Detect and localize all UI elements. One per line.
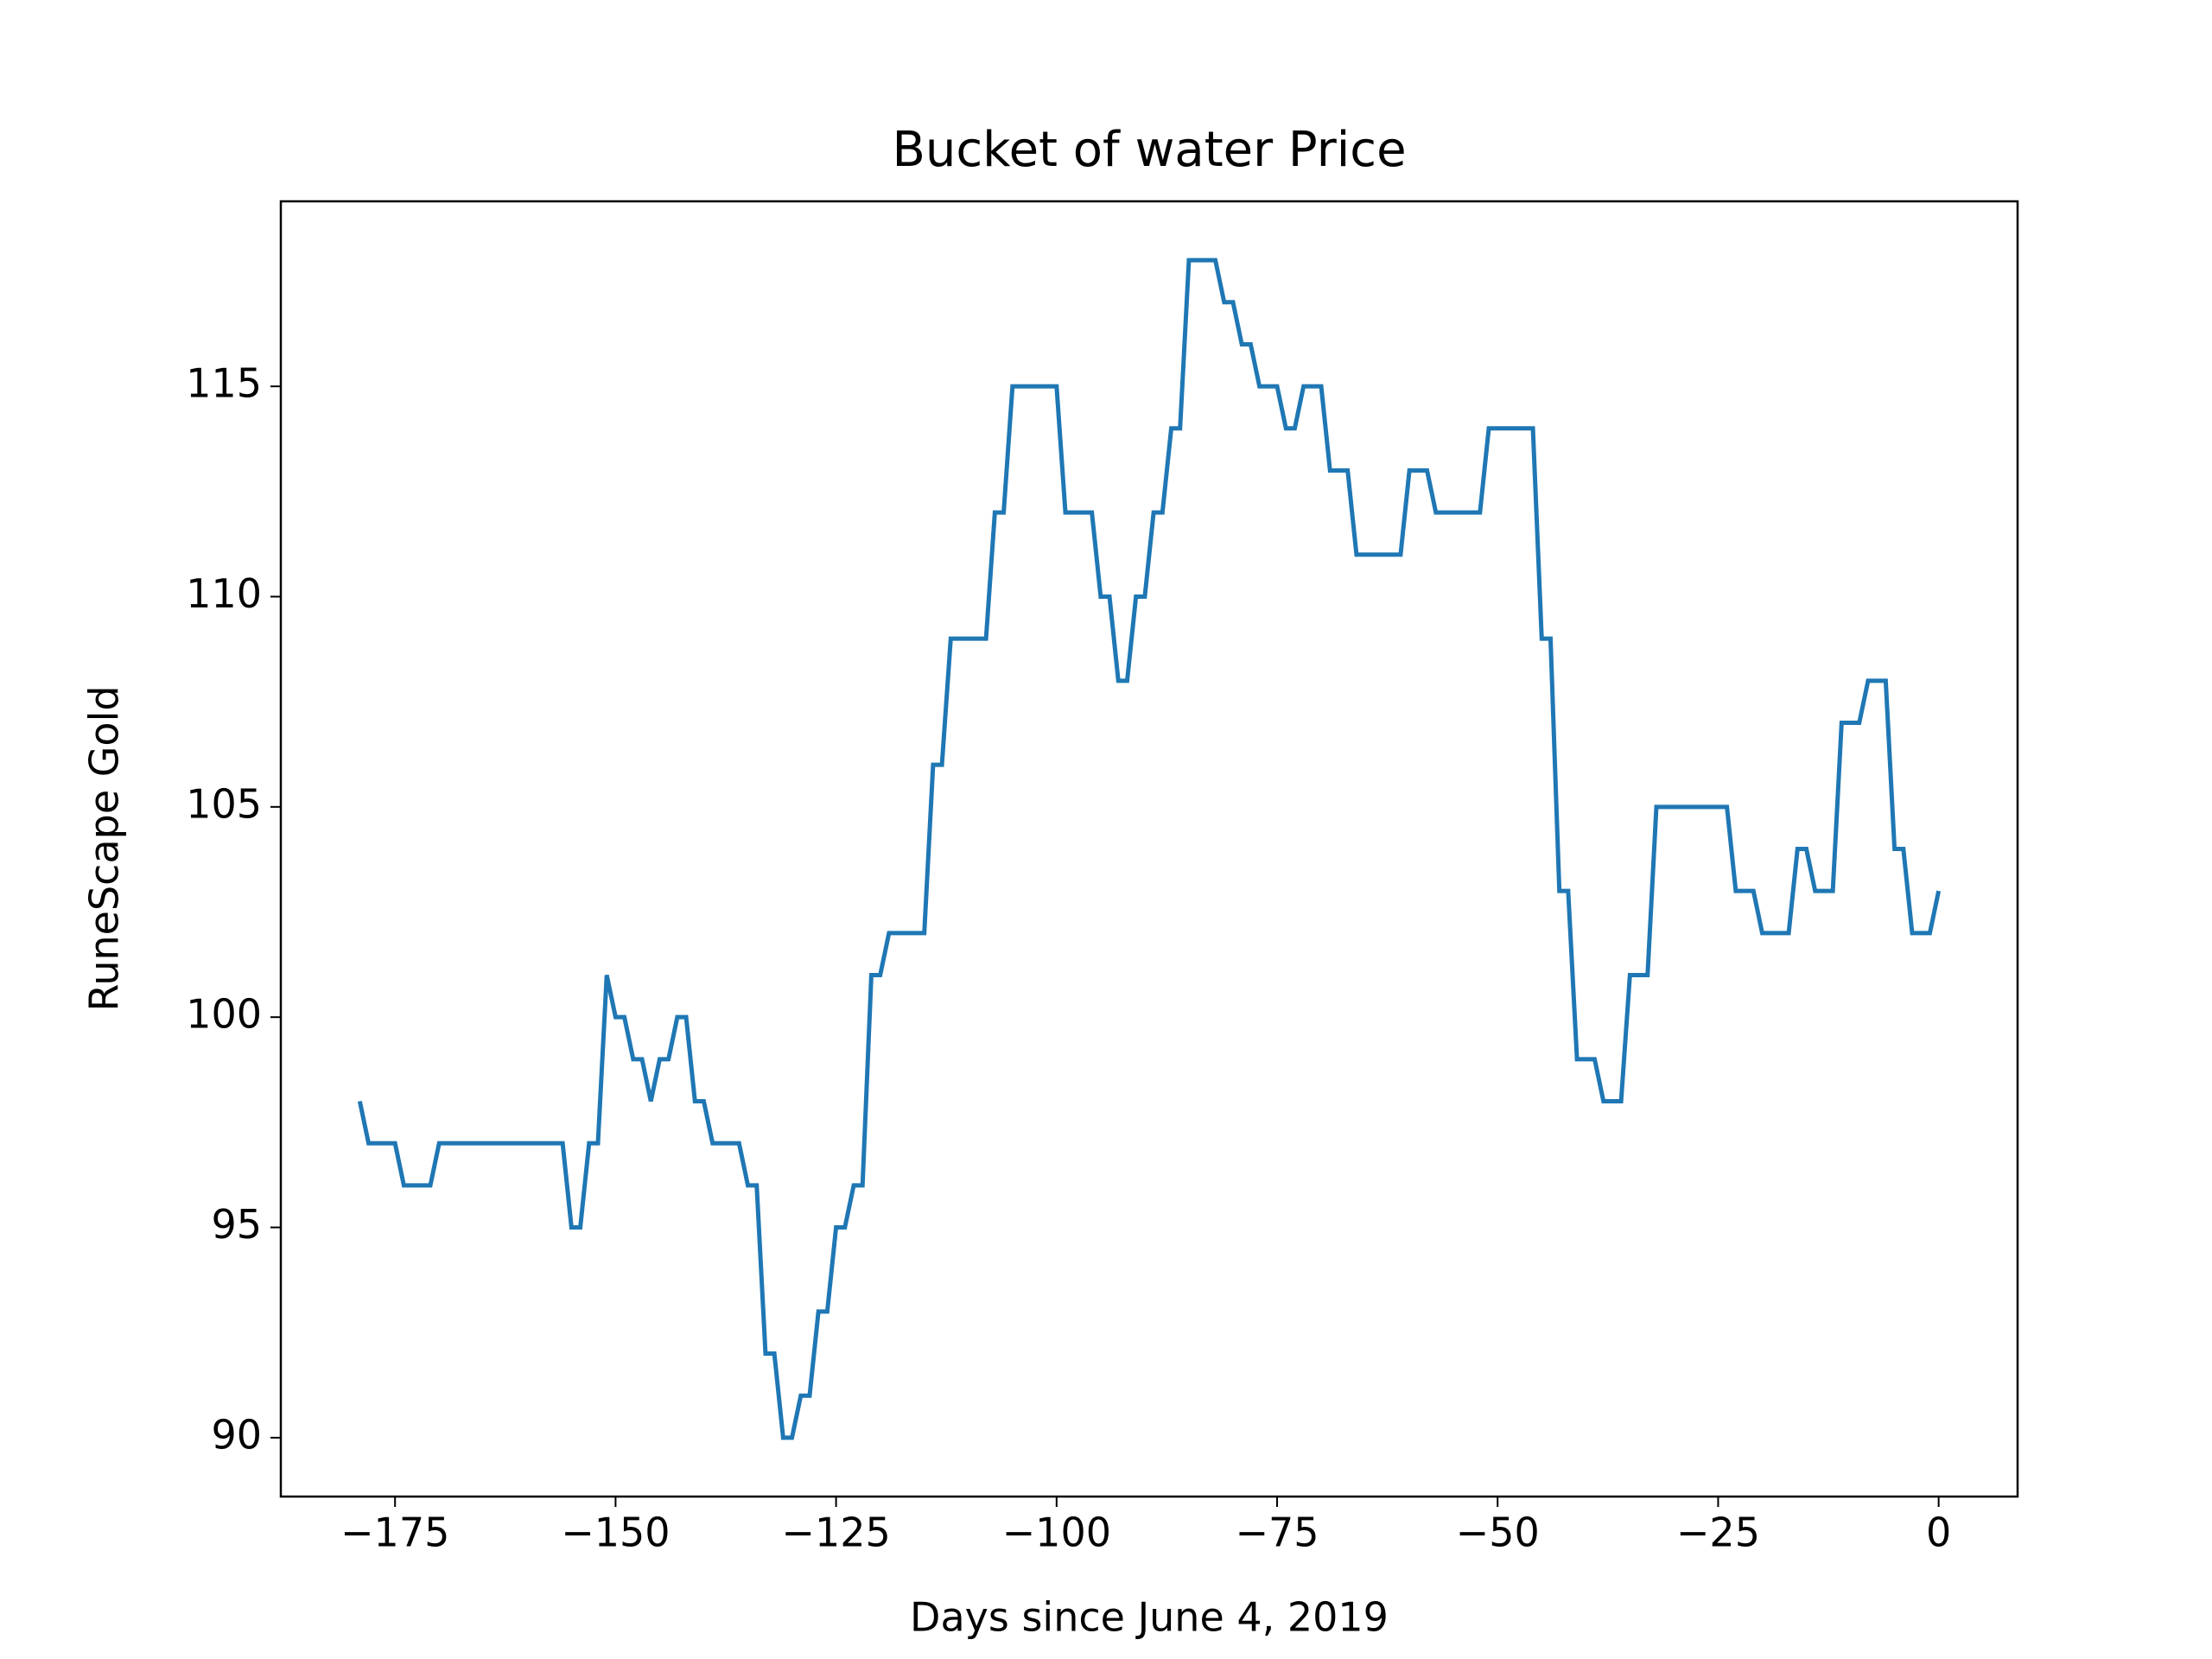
x-tick-label: −25 (1676, 1510, 1760, 1556)
y-tick-label: 100 (186, 991, 262, 1038)
x-tick-label: −150 (561, 1510, 670, 1556)
y-tick-label: 110 (186, 570, 262, 617)
x-tick-label: −75 (1235, 1510, 1319, 1556)
y-tick-label: 105 (186, 780, 262, 827)
chart-title: Bucket of water Price (892, 122, 1406, 178)
x-tick-label: −100 (1002, 1510, 1111, 1556)
y-tick-label: 95 (211, 1201, 262, 1248)
y-axis-label: RuneScape Gold (81, 685, 128, 1011)
x-tick-label: −125 (781, 1510, 890, 1556)
x-tick-label: 0 (1926, 1510, 1951, 1556)
line-series (357, 257, 1942, 1440)
x-tick-label: −175 (340, 1510, 449, 1556)
x-tick-label: −50 (1456, 1510, 1540, 1556)
x-axis-label: Days since June 4, 2019 (910, 1594, 1389, 1641)
y-tick-label: 90 (211, 1411, 262, 1458)
y-tick-label: 115 (186, 360, 262, 407)
plot-frame (279, 200, 2019, 1498)
